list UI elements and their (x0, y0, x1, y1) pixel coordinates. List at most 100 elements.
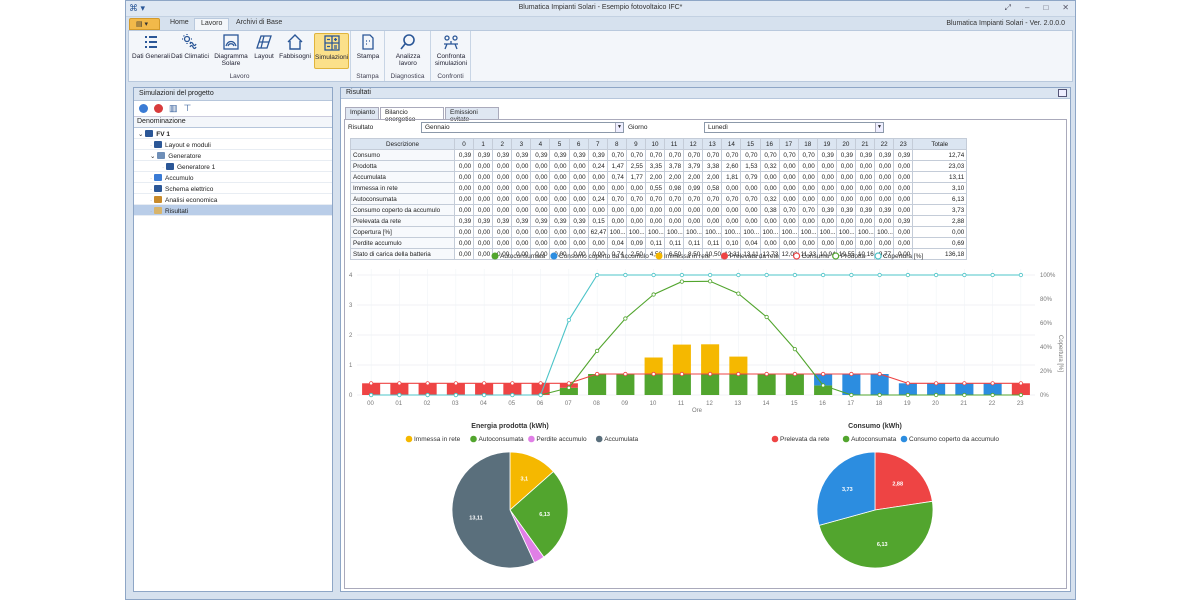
restore-icon[interactable]: ⤢ (1004, 3, 1011, 12)
table-row: Prelevata da rete 0,39 0,39 0,39 0,39 0,39 0,3… (350, 215, 968, 227)
table-cell: 0,00 (568, 182, 589, 194)
bar-consumo-coperto-da-accumulo (842, 374, 861, 395)
legend-label: Immessa in rete (664, 253, 711, 260)
tree-item[interactable]: · Analisi economica (134, 194, 332, 205)
table-cell: 0,98 (664, 182, 685, 194)
line-point (934, 392, 939, 398)
delete-icon[interactable] (154, 104, 163, 113)
table-cell: 0,38 (759, 204, 780, 216)
table-cell: 0,32 (759, 160, 780, 172)
line-point (651, 292, 656, 297)
tree-item[interactable]: · Risultati (134, 205, 332, 216)
tab-lavoro[interactable]: Lavoro (194, 18, 230, 30)
tree-item[interactable]: · Schema elettrico (134, 183, 332, 194)
table-cell: 0,00 (854, 171, 876, 183)
table-cell: 100... (835, 226, 856, 238)
table-header-cell: 3 (511, 138, 532, 150)
simulazioni-button[interactable]: Simulazioni (314, 33, 349, 69)
line-point (1018, 392, 1023, 398)
table-cell: 0,04 (606, 237, 627, 249)
table-cell: 0,00 (778, 237, 799, 249)
legend-label: Copertura [%] (883, 253, 923, 260)
confronta-simulazioni-button[interactable]: Confronta simulazioni (433, 33, 469, 67)
pie-legend-label: Accumulata (604, 436, 638, 443)
title-bar: ⌘ ▾ Blumatica Impianti Solari - Esempio … (126, 1, 1075, 17)
tree-item[interactable]: · Generatore 1 (134, 161, 332, 172)
tab-archivi[interactable]: Archivi di Base (236, 19, 283, 26)
line-point (510, 381, 515, 386)
tree-node-icon (153, 141, 162, 148)
tree-item[interactable]: ⌄ Generatore (134, 150, 332, 161)
table-cell: 3,38 (702, 160, 723, 172)
bar-autoconsumata (559, 387, 578, 395)
minimize-icon[interactable]: – (1025, 3, 1030, 12)
filter-icon[interactable]: ⊤ (183, 103, 192, 113)
table-cell: 0,00 (511, 204, 532, 216)
table-cell: 0,00 (835, 237, 856, 249)
dati-generali-button[interactable]: Dati Generali (132, 33, 170, 60)
table-cell: 0,32 (759, 193, 780, 205)
magnifier-icon (400, 34, 415, 50)
table-cell: 100... (778, 226, 799, 238)
x-tick-label: 20 (932, 401, 939, 407)
giorno-select[interactable]: Lunedì ▼ (704, 122, 884, 133)
table-cell: 0,70 (664, 149, 685, 161)
tree-item[interactable]: · Layout e moduli (134, 139, 332, 150)
dati-climatici-button[interactable]: Dati Climatici (171, 33, 209, 60)
file-menu-button[interactable]: ▤ ▾ (129, 18, 160, 30)
table-cell: 0,70 (606, 149, 627, 161)
chevron-down-icon[interactable]: ⌄ (150, 153, 158, 160)
table-cell: 100... (664, 226, 685, 238)
tab-emissioni-evitate[interactable]: Emissioni evitate (445, 107, 499, 123)
chart-legend-item: Consumo (793, 252, 830, 260)
print-icon (362, 34, 374, 50)
legend-marker (874, 252, 882, 260)
pie-slice (509, 470, 569, 558)
table-cell: 0,39 (893, 149, 914, 161)
app-logo-icon[interactable]: ⌘ ▾ (129, 3, 146, 13)
table-cell: 0,39 (511, 215, 532, 227)
table-row: Prodotta 0,00 0,00 0,00 0,00 0,00 0,00 0,00 0,24… (350, 160, 968, 172)
table-cell: 0,00 (473, 160, 494, 172)
stampa-button[interactable]: Stampa (354, 33, 382, 60)
list-icon (145, 36, 157, 48)
analizza-lavoro-button[interactable]: Analizza lavoro (389, 33, 427, 67)
fabbisogni-button[interactable]: Fabbisogni (278, 33, 312, 60)
table-cell: 0,00 (797, 182, 818, 194)
columns-icon[interactable]: ▥ (169, 103, 178, 113)
table-cell: 0,00 (797, 215, 818, 227)
layout-button[interactable]: Layout (252, 33, 276, 60)
tab-impianto[interactable]: Impianto (345, 107, 379, 119)
chevron-down-icon[interactable]: ⌄ (138, 131, 146, 138)
table-cell: 0,39 (511, 149, 532, 161)
table-cell: 0,00 (625, 204, 646, 216)
table-cell: 0,00 (893, 171, 914, 183)
line-point (708, 272, 713, 278)
table-cell: 1,77 (625, 171, 646, 183)
pie-legend-marker (528, 435, 535, 443)
compare-icon (444, 35, 458, 50)
project-tree: ⌄ FV 1 · Layout e moduli ⌄ Generatore · Gen… (134, 128, 332, 216)
tab-home[interactable]: Home (170, 19, 189, 26)
table-header-cell: 1 (473, 138, 494, 150)
line-point (397, 381, 402, 386)
maximize-icon[interactable]: □ (1043, 3, 1049, 12)
risultato-select[interactable]: Gennaio ▼ (421, 122, 624, 133)
line-point (482, 392, 487, 398)
table-cell: 0,99 (683, 182, 704, 194)
line-point (990, 392, 995, 398)
close-icon[interactable]: ✕ (1062, 3, 1069, 12)
tree-item[interactable]: ⌄ FV 1 (134, 128, 332, 139)
tree-item[interactable]: · Accumulo (134, 172, 332, 183)
table-cell: 0,00 (511, 193, 532, 205)
pin-icon[interactable] (1058, 89, 1067, 97)
diagramma-solare-button[interactable]: Diagramma Solare (211, 33, 251, 67)
add-icon[interactable] (139, 104, 148, 113)
table-cell: 3,78 (664, 160, 685, 172)
tree-connector: · (150, 142, 154, 149)
table-header-cell: 17 (778, 138, 799, 150)
table-header-cell: 22 (874, 138, 895, 150)
table-cell: 0,70 (702, 193, 723, 205)
table-cell: 0,00 (664, 215, 685, 227)
line-point (623, 371, 628, 377)
